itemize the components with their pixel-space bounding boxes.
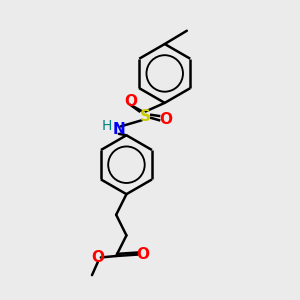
Text: O: O [159, 112, 172, 127]
Text: S: S [140, 109, 151, 124]
Text: H: H [101, 119, 112, 134]
Text: O: O [124, 94, 137, 109]
Text: N: N [112, 122, 125, 137]
Text: O: O [136, 247, 149, 262]
Text: O: O [92, 250, 104, 265]
